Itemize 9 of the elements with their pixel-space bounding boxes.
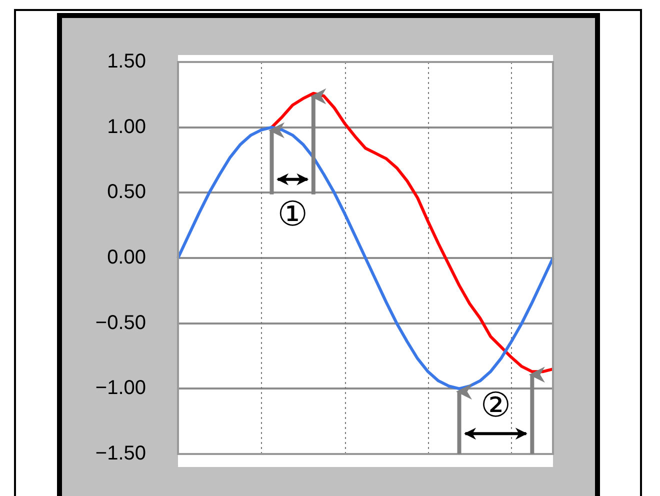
annotation: ① <box>277 194 308 234</box>
y-tick-label: 1.00 <box>107 116 146 138</box>
annotation: ② <box>480 386 511 426</box>
y-tick-label: 0.50 <box>107 181 146 204</box>
y-tick-label: 0.00 <box>107 246 146 269</box>
y-tick-label: −1.50 <box>95 442 146 465</box>
y-tick-label: −1.00 <box>95 377 146 400</box>
y-tick-label: 1.50 <box>107 50 146 73</box>
y-tick-label: −0.50 <box>95 312 146 334</box>
